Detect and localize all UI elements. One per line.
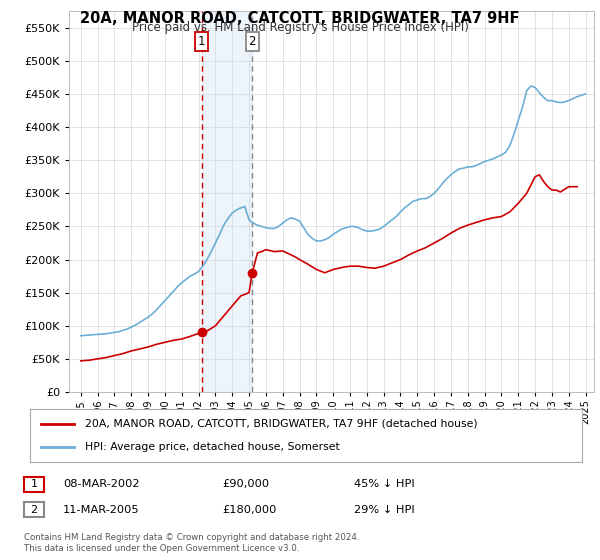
Text: £180,000: £180,000 — [222, 505, 277, 515]
Text: 2: 2 — [248, 35, 256, 48]
Bar — [202, 11, 252, 392]
Text: 11-MAR-2005: 11-MAR-2005 — [63, 505, 140, 515]
Text: 08-MAR-2002: 08-MAR-2002 — [63, 479, 139, 489]
Text: 45% ↓ HPI: 45% ↓ HPI — [354, 479, 415, 489]
Text: 1: 1 — [31, 479, 37, 489]
Text: 29% ↓ HPI: 29% ↓ HPI — [354, 505, 415, 515]
Text: 2: 2 — [31, 505, 37, 515]
Text: 20A, MANOR ROAD, CATCOTT, BRIDGWATER, TA7 9HF (detached house): 20A, MANOR ROAD, CATCOTT, BRIDGWATER, TA… — [85, 419, 478, 429]
Text: Contains HM Land Registry data © Crown copyright and database right 2024.
This d: Contains HM Land Registry data © Crown c… — [24, 533, 359, 553]
Text: £90,000: £90,000 — [222, 479, 269, 489]
Text: 20A, MANOR ROAD, CATCOTT, BRIDGWATER, TA7 9HF: 20A, MANOR ROAD, CATCOTT, BRIDGWATER, TA… — [80, 11, 520, 26]
Text: Price paid vs. HM Land Registry's House Price Index (HPI): Price paid vs. HM Land Registry's House … — [131, 21, 469, 34]
Text: 1: 1 — [198, 35, 206, 48]
Text: HPI: Average price, detached house, Somerset: HPI: Average price, detached house, Some… — [85, 442, 340, 452]
